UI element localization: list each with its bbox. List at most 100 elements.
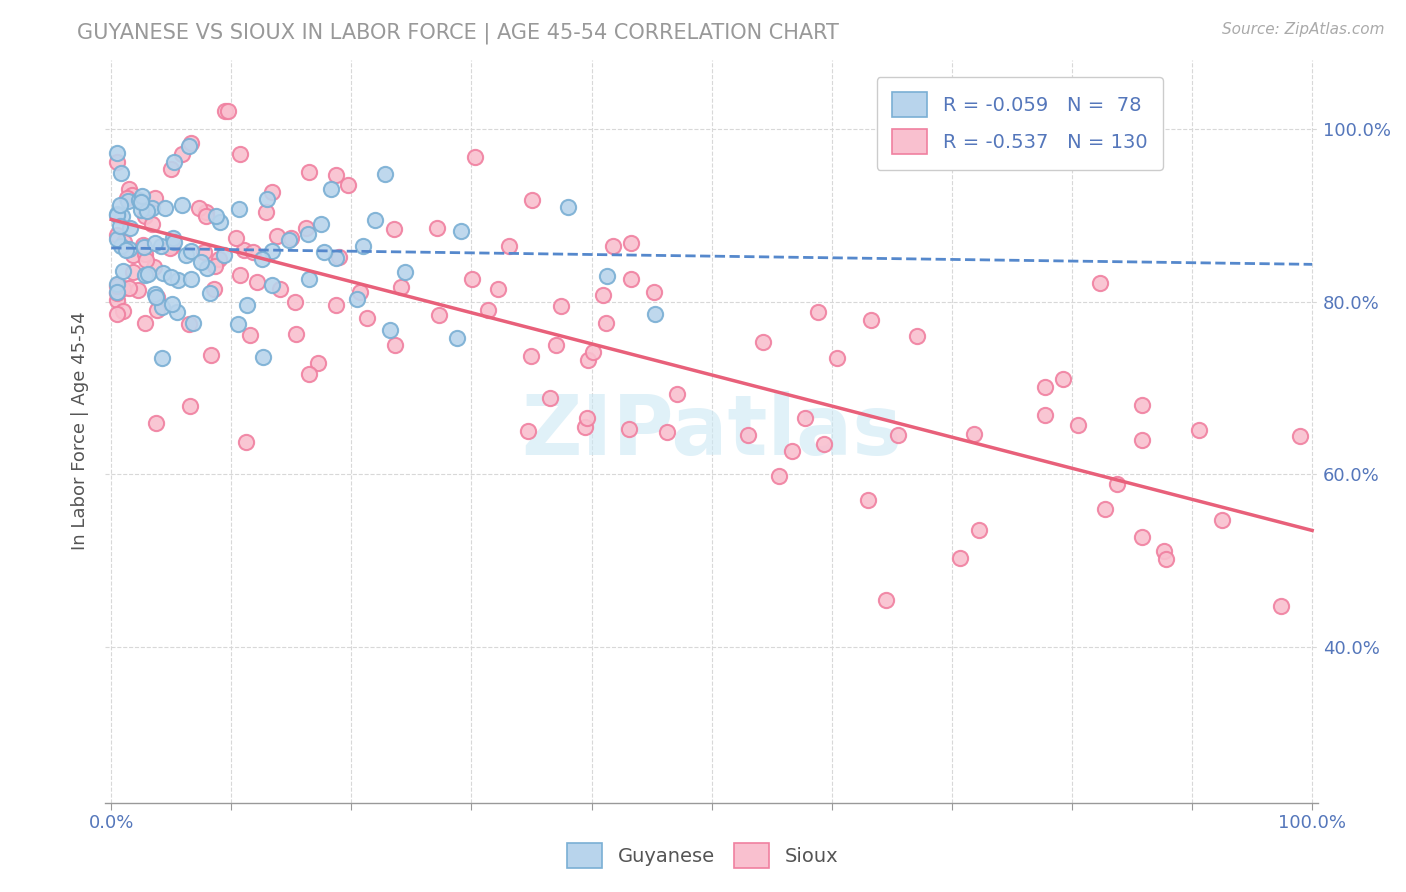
Point — [105, 232, 128, 246]
Point — [575, 411, 598, 425]
Point — [298, 272, 321, 286]
Point — [619, 272, 641, 286]
Point — [519, 350, 541, 364]
Point — [194, 205, 217, 219]
Text: Source: ZipAtlas.com: Source: ZipAtlas.com — [1222, 22, 1385, 37]
Point — [195, 261, 218, 276]
Point — [595, 317, 617, 331]
Point — [312, 244, 335, 259]
Point — [200, 348, 222, 362]
Point — [256, 192, 278, 206]
Point — [131, 202, 153, 217]
Point — [780, 444, 803, 458]
Point — [1130, 433, 1153, 447]
Point — [180, 136, 202, 150]
Point — [105, 228, 128, 243]
Point — [212, 248, 235, 262]
Point — [163, 235, 186, 249]
Point — [105, 293, 128, 307]
Point — [860, 313, 883, 327]
Point — [1289, 429, 1312, 443]
Point — [166, 273, 188, 287]
Point — [250, 252, 273, 267]
Point — [1033, 380, 1056, 394]
Point — [1107, 477, 1129, 491]
Point — [546, 337, 568, 351]
Point — [284, 327, 307, 342]
Point — [242, 244, 264, 259]
Point — [298, 164, 321, 178]
Point — [170, 197, 193, 211]
Point — [277, 233, 299, 247]
Point — [129, 194, 152, 209]
Point — [328, 250, 350, 264]
Point — [134, 247, 156, 261]
Point — [269, 281, 291, 295]
Point — [384, 338, 406, 352]
Point — [643, 285, 665, 299]
Point — [382, 222, 405, 236]
Point — [166, 305, 188, 319]
Point — [205, 209, 228, 223]
Point — [576, 352, 599, 367]
Point — [117, 194, 139, 208]
Point — [262, 185, 284, 199]
Point — [236, 298, 259, 312]
Point — [177, 139, 200, 153]
Point — [118, 281, 141, 295]
Point — [446, 331, 468, 345]
Point — [105, 208, 128, 222]
Point — [319, 182, 342, 196]
Point — [557, 200, 579, 214]
Point — [477, 303, 499, 318]
Point — [105, 279, 128, 293]
Point — [620, 235, 643, 250]
Point — [284, 295, 307, 310]
Point — [131, 189, 153, 203]
Point — [136, 203, 159, 218]
Point — [143, 260, 166, 274]
Point — [146, 290, 169, 304]
Point — [141, 218, 163, 232]
Point — [204, 259, 226, 273]
Point — [127, 284, 149, 298]
Text: GUYANESE VS SIOUX IN LABOR FORCE | AGE 45-54 CORRELATION CHART: GUYANESE VS SIOUX IN LABOR FORCE | AGE 4… — [77, 22, 839, 44]
Point — [202, 282, 225, 296]
Point — [238, 327, 260, 342]
Point — [307, 356, 329, 370]
Point — [1088, 277, 1111, 291]
Point — [208, 252, 231, 266]
Point — [114, 243, 136, 257]
Point — [461, 272, 484, 286]
Point — [1033, 408, 1056, 422]
Point — [246, 275, 269, 289]
Point — [486, 282, 509, 296]
Point — [180, 271, 202, 285]
Point — [208, 214, 231, 228]
Point — [217, 104, 239, 119]
Point — [520, 193, 543, 207]
Point — [105, 277, 128, 291]
Point — [132, 238, 155, 252]
Point — [214, 104, 236, 119]
Point — [260, 277, 283, 292]
Point — [105, 285, 128, 300]
Point — [128, 194, 150, 208]
Point — [226, 317, 249, 331]
Point — [229, 268, 252, 282]
Point — [378, 323, 401, 337]
Point — [146, 302, 169, 317]
Point — [349, 285, 371, 299]
Point — [134, 268, 156, 282]
Point — [1094, 501, 1116, 516]
Point — [108, 219, 131, 234]
Point — [232, 244, 254, 258]
Point — [1130, 398, 1153, 412]
Point — [105, 207, 128, 221]
Point — [394, 265, 416, 279]
Point — [159, 241, 181, 255]
Point — [498, 238, 520, 252]
Point — [105, 155, 128, 169]
Text: ZIPatlas: ZIPatlas — [522, 391, 903, 472]
Point — [193, 245, 215, 260]
